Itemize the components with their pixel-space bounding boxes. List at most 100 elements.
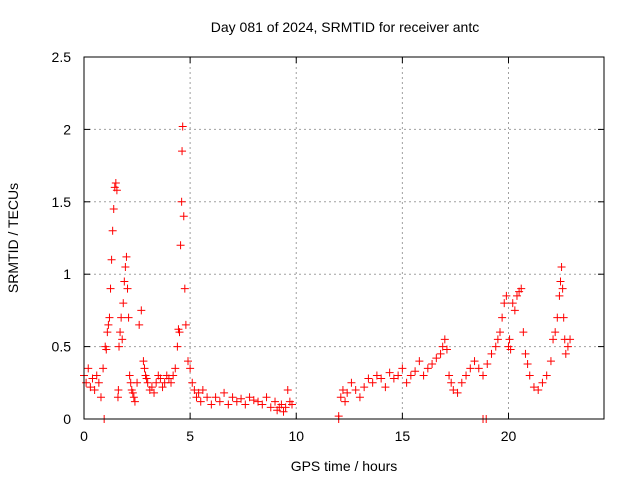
data-point — [88, 374, 97, 383]
data-point — [521, 349, 530, 358]
data-point — [245, 393, 254, 402]
data-point — [108, 226, 117, 235]
data-point — [178, 147, 187, 156]
data-point — [423, 364, 432, 373]
data-point — [506, 345, 515, 354]
data-point — [549, 335, 558, 344]
data-point — [483, 359, 492, 368]
data-point — [445, 371, 454, 380]
data-point — [121, 262, 130, 271]
data-point — [542, 371, 551, 380]
data-point — [529, 383, 538, 392]
data-point — [288, 400, 296, 409]
data-point — [90, 386, 99, 395]
data-point — [177, 197, 186, 206]
data-point — [114, 386, 123, 395]
data-point — [92, 371, 101, 380]
data-point — [566, 335, 575, 344]
data-point — [203, 393, 212, 402]
data-point — [84, 364, 93, 373]
data-point — [474, 364, 483, 373]
data-point — [559, 313, 568, 322]
data-point — [224, 400, 233, 409]
data-point — [171, 364, 180, 373]
data-point — [351, 386, 360, 395]
data-point — [498, 313, 507, 322]
data-point — [196, 397, 205, 406]
data-point — [415, 357, 424, 366]
chart-title: Day 081 of 2024, SRMTID for receiver ant… — [211, 19, 479, 35]
data-point — [510, 306, 519, 315]
data-point — [447, 378, 456, 387]
data-point — [519, 328, 528, 337]
data-point — [508, 299, 517, 308]
data-points — [80, 122, 575, 423]
data-point — [86, 383, 95, 392]
data-point — [411, 367, 420, 376]
data-point — [262, 393, 271, 402]
data-point — [179, 212, 188, 221]
data-point — [442, 345, 451, 354]
data-point — [364, 374, 373, 383]
data-point — [140, 364, 149, 373]
data-point — [94, 378, 103, 387]
data-point — [139, 357, 148, 366]
data-point — [534, 386, 543, 395]
data-point — [561, 349, 570, 358]
data-point — [107, 255, 116, 264]
data-point — [111, 178, 120, 187]
y-tick-label: 2 — [63, 121, 71, 137]
data-point — [249, 396, 258, 405]
data-point — [190, 386, 199, 395]
data-point — [228, 393, 237, 402]
data-point — [150, 388, 159, 397]
data-point — [355, 393, 364, 402]
data-point — [117, 313, 126, 322]
data-point — [194, 388, 203, 397]
data-point — [341, 397, 350, 406]
y-tick-label: 0 — [63, 411, 71, 427]
data-point — [512, 291, 521, 300]
data-point — [167, 378, 176, 387]
data-point — [82, 378, 91, 387]
data-point — [102, 345, 111, 354]
data-point — [277, 400, 286, 409]
data-point — [372, 371, 381, 380]
data-point — [336, 393, 345, 402]
data-point — [207, 400, 216, 409]
data-point — [237, 394, 246, 403]
data-point — [181, 320, 190, 329]
y-tick-label: 1.5 — [52, 194, 72, 210]
data-point — [105, 313, 114, 322]
data-point — [466, 364, 475, 373]
data-point — [241, 400, 250, 409]
data-point — [129, 393, 138, 402]
data-point — [147, 383, 156, 392]
data-point — [406, 371, 415, 380]
data-point — [385, 368, 394, 377]
data-point — [389, 374, 398, 383]
data-point — [563, 342, 572, 351]
data-point — [135, 320, 144, 329]
data-point — [517, 284, 526, 293]
data-point — [99, 364, 108, 373]
data-point — [523, 359, 532, 368]
data-point — [175, 328, 184, 337]
data-point — [137, 306, 146, 315]
data-point — [556, 277, 565, 286]
data-point — [220, 388, 229, 397]
data-point — [279, 407, 288, 416]
x-tick-label: 10 — [288, 428, 304, 444]
data-point — [491, 342, 500, 351]
data-point — [428, 359, 437, 368]
y-axis-label: SRMTID / TECUs — [5, 183, 21, 293]
data-point — [211, 393, 220, 402]
data-point — [215, 397, 224, 406]
data-point — [186, 364, 195, 373]
data-point — [546, 357, 555, 366]
data-point — [103, 328, 112, 337]
data-point — [551, 328, 560, 337]
data-point — [470, 357, 479, 366]
data-point — [192, 393, 201, 402]
